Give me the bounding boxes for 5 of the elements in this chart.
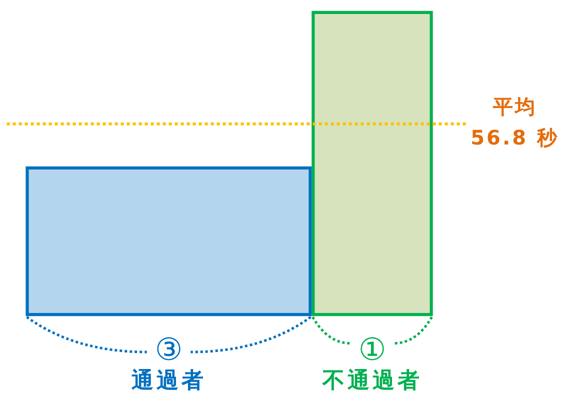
text: ③	[154, 332, 183, 368]
x-tick-label: 通過者	[130, 368, 206, 394]
x-tick-label: 不通過者	[321, 368, 422, 394]
text: ①	[358, 332, 386, 368]
ref-line-label: 平均 56.8 秒	[470, 94, 559, 150]
